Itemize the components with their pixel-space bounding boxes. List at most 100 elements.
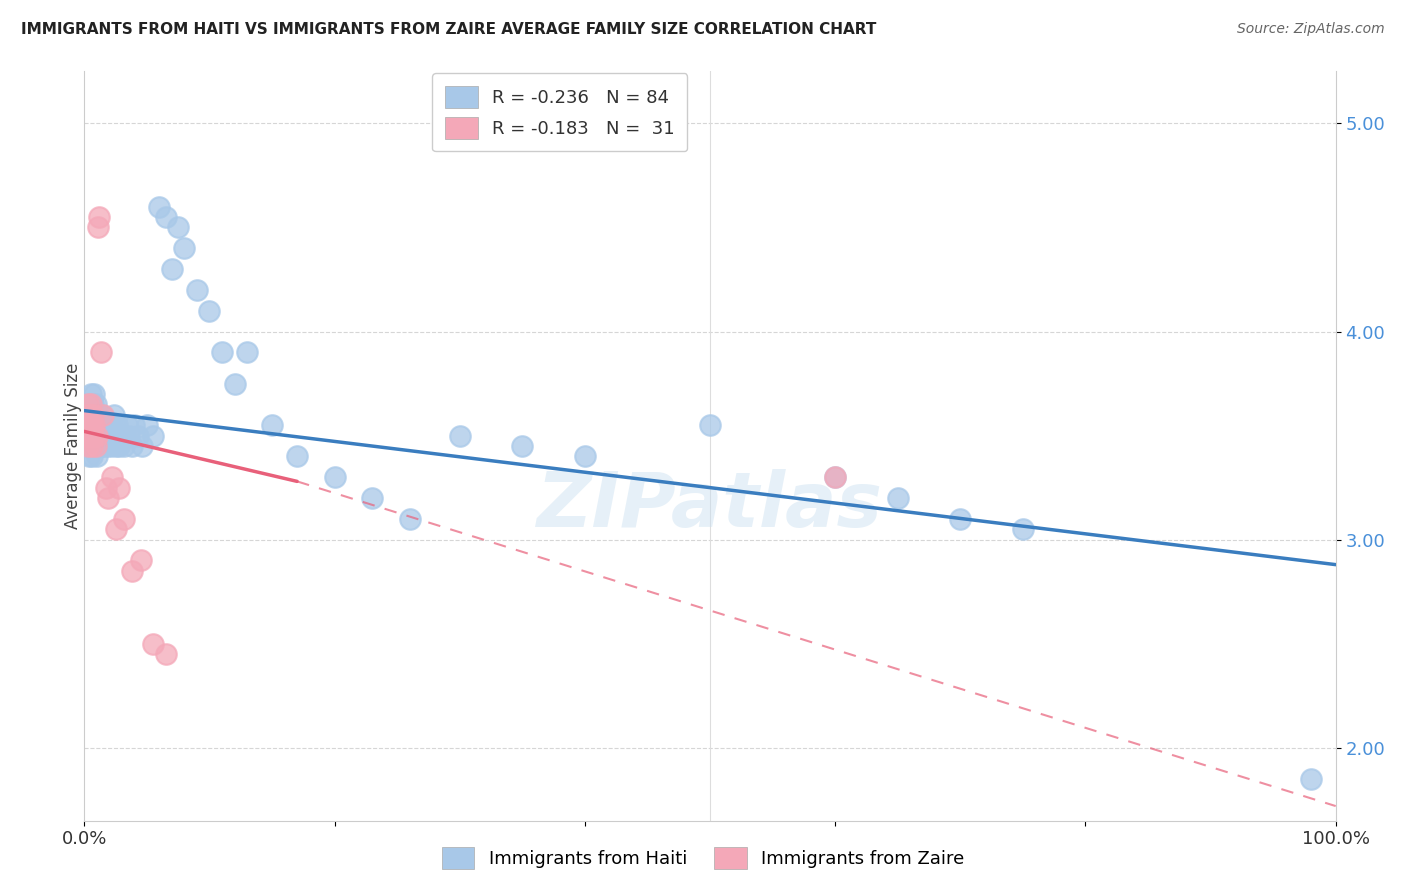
Point xyxy=(155,647,177,661)
Point xyxy=(97,418,120,433)
Point xyxy=(97,491,120,505)
Point xyxy=(93,418,115,433)
Point xyxy=(236,345,259,359)
Point xyxy=(398,512,420,526)
Point xyxy=(76,408,98,422)
Point xyxy=(148,200,170,214)
Point xyxy=(79,439,101,453)
Point xyxy=(108,481,131,495)
Point xyxy=(89,210,111,224)
Point xyxy=(574,450,596,464)
Point xyxy=(79,397,101,411)
Point xyxy=(142,637,165,651)
Point xyxy=(1012,522,1035,536)
Point xyxy=(90,345,112,359)
Point xyxy=(100,439,122,453)
Point xyxy=(80,450,103,464)
Point xyxy=(449,428,471,442)
Point xyxy=(84,397,107,411)
Point xyxy=(79,408,101,422)
Point xyxy=(90,439,112,453)
Point xyxy=(82,428,104,442)
Point xyxy=(76,428,98,442)
Point xyxy=(86,428,108,442)
Point xyxy=(75,418,97,433)
Point xyxy=(101,418,124,433)
Point xyxy=(198,303,221,318)
Point xyxy=(129,553,152,567)
Point xyxy=(89,408,111,422)
Point xyxy=(112,512,135,526)
Point xyxy=(1299,772,1322,786)
Point xyxy=(90,428,112,442)
Text: IMMIGRANTS FROM HAITI VS IMMIGRANTS FROM ZAIRE AVERAGE FAMILY SIZE CORRELATION C: IMMIGRANTS FROM HAITI VS IMMIGRANTS FROM… xyxy=(21,22,876,37)
Point xyxy=(79,418,101,433)
Point xyxy=(118,428,141,442)
Point xyxy=(82,397,104,411)
Point xyxy=(79,428,101,442)
Point xyxy=(79,450,101,464)
Point xyxy=(86,450,108,464)
Point xyxy=(84,439,107,453)
Point xyxy=(121,439,143,453)
Point xyxy=(107,428,129,442)
Point xyxy=(104,439,127,453)
Point xyxy=(77,439,100,453)
Point xyxy=(124,418,146,433)
Point xyxy=(82,418,104,433)
Point xyxy=(87,220,110,235)
Point xyxy=(77,397,100,411)
Point xyxy=(90,408,112,422)
Point xyxy=(87,418,110,433)
Point xyxy=(79,397,101,411)
Point xyxy=(824,470,846,484)
Point xyxy=(84,439,107,453)
Point xyxy=(111,428,134,442)
Point xyxy=(699,418,721,433)
Point xyxy=(361,491,384,505)
Point xyxy=(77,439,100,453)
Point xyxy=(173,241,195,255)
Point xyxy=(80,439,103,453)
Point xyxy=(127,428,149,442)
Point xyxy=(79,387,101,401)
Point xyxy=(160,262,183,277)
Y-axis label: Average Family Size: Average Family Size xyxy=(65,363,82,529)
Point xyxy=(949,512,972,526)
Point xyxy=(79,428,101,442)
Point xyxy=(83,428,105,442)
Point xyxy=(80,418,103,433)
Point xyxy=(94,428,117,442)
Text: ZIPatlas: ZIPatlas xyxy=(537,469,883,543)
Point xyxy=(112,439,135,453)
Point xyxy=(90,418,112,433)
Point xyxy=(512,439,534,453)
Point xyxy=(91,408,114,422)
Point xyxy=(108,439,131,453)
Point xyxy=(186,283,208,297)
Point xyxy=(91,439,114,453)
Point xyxy=(89,428,111,442)
Point xyxy=(224,376,246,391)
Point xyxy=(82,408,104,422)
Point xyxy=(824,470,846,484)
Point xyxy=(80,428,103,442)
Point xyxy=(75,418,97,433)
Point xyxy=(79,418,101,433)
Point xyxy=(77,418,100,433)
Point xyxy=(83,408,105,422)
Point xyxy=(115,418,138,433)
Point xyxy=(80,408,103,422)
Point xyxy=(83,387,105,401)
Point xyxy=(86,408,108,422)
Point xyxy=(101,470,124,484)
Point xyxy=(211,345,233,359)
Legend: Immigrants from Haiti, Immigrants from Zaire: Immigrants from Haiti, Immigrants from Z… xyxy=(433,838,973,879)
Point xyxy=(136,418,159,433)
Point xyxy=(167,220,190,235)
Point xyxy=(87,439,110,453)
Point xyxy=(131,439,153,453)
Point xyxy=(103,408,125,422)
Text: Source: ZipAtlas.com: Source: ZipAtlas.com xyxy=(1237,22,1385,37)
Point xyxy=(79,408,101,422)
